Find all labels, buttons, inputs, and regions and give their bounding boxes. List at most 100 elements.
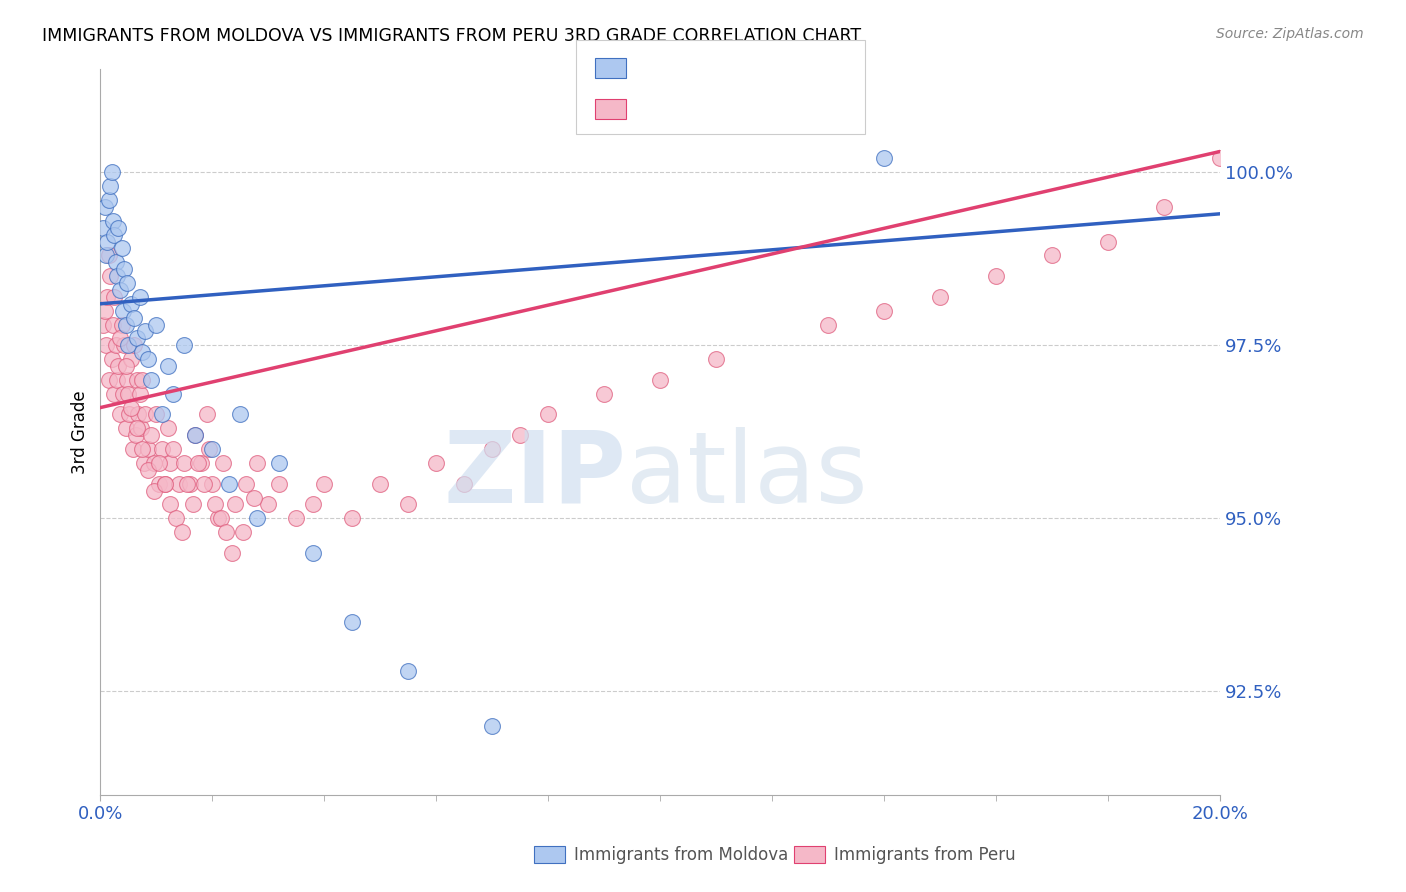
Point [648,373,671,387]
Point [509,428,531,442]
Point [131,373,153,387]
Point [101,318,124,332]
Point [131,345,153,359]
Point [179,476,201,491]
Point [342,615,364,629]
Point [121,442,143,456]
Point [150,442,173,456]
Point [190,456,212,470]
Point [132,456,155,470]
Point [103,386,125,401]
Point [94,248,117,262]
Point [302,546,325,560]
Point [1153,200,1175,214]
Point [139,428,162,442]
Point [246,456,269,470]
Point [153,476,176,491]
Point [96,235,118,249]
Point [115,276,138,290]
Point [117,386,139,401]
Point [453,476,475,491]
Point [156,359,179,373]
Point [269,476,291,491]
Point [148,476,170,491]
Point [120,352,142,367]
Point [1040,248,1063,262]
Point [193,476,215,491]
Point [145,408,167,422]
Point [481,442,503,456]
Point [198,442,221,456]
Point [162,442,184,456]
Text: Immigrants from Peru: Immigrants from Peru [834,846,1015,863]
Text: R = 0.395   N = 105: R = 0.395 N = 105 [633,100,839,118]
Point [207,511,229,525]
Point [134,325,156,339]
Point [142,483,165,498]
Point [1209,152,1232,166]
Point [91,220,114,235]
Point [984,269,1007,284]
Text: atlas: atlas [627,427,868,524]
Point [103,290,125,304]
Text: IMMIGRANTS FROM MOLDOVA VS IMMIGRANTS FROM PERU 3RD GRADE CORRELATION CHART: IMMIGRANTS FROM MOLDOVA VS IMMIGRANTS FR… [42,27,862,45]
Point [173,456,195,470]
Point [114,359,136,373]
Point [134,408,156,422]
Point [302,498,325,512]
Point [114,421,136,435]
Point [593,386,616,401]
Point [201,442,224,456]
Point [170,525,193,540]
Point [97,373,120,387]
Point [704,352,727,367]
Point [129,421,152,435]
Point [221,546,243,560]
Point [111,318,134,332]
Point [285,511,308,525]
Point [204,498,226,512]
Point [100,165,122,179]
Point [111,386,134,401]
Point [195,408,218,422]
Point [136,352,159,367]
Point [145,318,167,332]
Point [224,498,246,512]
Point [481,719,503,733]
Point [368,476,391,491]
Point [184,428,207,442]
Point [928,290,950,304]
Point [218,476,240,491]
Point [97,248,120,262]
Point [100,179,122,194]
Point [159,498,181,512]
Point [108,331,131,345]
Point [314,476,336,491]
Point [167,476,190,491]
Point [181,498,204,512]
Point [425,456,447,470]
Point [127,408,149,422]
Point [96,290,118,304]
Point [187,456,209,470]
Point [108,283,131,297]
Point [125,373,148,387]
Point [103,227,125,242]
Point [128,290,150,304]
Point [118,408,141,422]
Point [142,456,165,470]
Point [120,401,142,415]
Point [173,338,195,352]
Point [229,408,252,422]
Point [269,456,291,470]
Point [112,262,135,277]
Point [537,408,560,422]
Point [176,476,198,491]
Point [162,386,184,401]
Point [111,242,134,256]
Point [201,476,224,491]
Point [91,318,114,332]
Point [150,408,173,422]
Point [396,664,419,678]
Point [873,152,896,166]
